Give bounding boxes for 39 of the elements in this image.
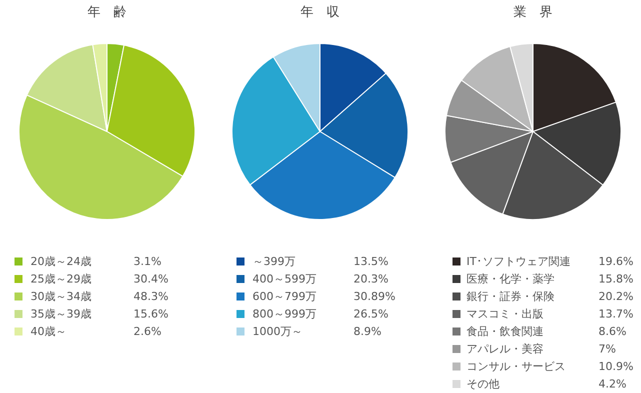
legend-label: 30歳～34歳 <box>30 290 92 303</box>
legend-label: IT･ソフトウェア関連 <box>466 255 570 268</box>
legend-label: 食品・飲食関連 <box>466 325 544 338</box>
data-label: 15.8% <box>598 272 634 286</box>
legend-label: コンサル・サービス <box>466 360 566 373</box>
legend-label: 銀行・証券・保険 <box>466 290 554 303</box>
data-label: 8.9% <box>354 325 382 338</box>
legend-label: ～399万 <box>252 255 296 268</box>
data-label: 13.5% <box>354 255 388 268</box>
data-label: 20.3% <box>354 272 388 286</box>
legend-label: 1000万～ <box>252 325 302 338</box>
legend-label: アパレル・美容 <box>466 342 544 356</box>
data-label: 4.2% <box>598 378 626 390</box>
legend-label: 600～799万 <box>252 290 316 303</box>
legend-label: その他 <box>466 378 500 390</box>
data-label: 8.6% <box>598 325 626 338</box>
data-label: 3.1% <box>134 255 162 268</box>
data-label: 7% <box>598 342 616 356</box>
legend-label: 医療・化学・薬学 <box>466 272 554 286</box>
legend-label: 40歳～ <box>30 325 66 338</box>
data-label: 2.6% <box>134 325 162 338</box>
chart-title: 業 界 <box>514 5 552 20</box>
data-label: 30.4% <box>134 272 168 286</box>
legend-label: 20歳～24歳 <box>30 255 92 268</box>
legend-label: 35歳～39歳 <box>30 308 92 320</box>
data-label: 20.2% <box>598 290 634 303</box>
data-label: 26.5% <box>354 308 388 320</box>
data-label: 13.7% <box>598 308 634 320</box>
legend-label: 400～599万 <box>252 272 316 286</box>
legend-label: 25歳～29歳 <box>30 272 92 286</box>
chart-title: 年 収 <box>300 5 340 20</box>
data-label: 30.89% <box>354 290 396 303</box>
legend-label: 800～999万 <box>252 308 316 320</box>
data-label: 48.3% <box>134 290 168 303</box>
data-label: 19.6% <box>598 255 634 268</box>
chart-title: 年 齢 <box>88 5 126 20</box>
data-label: 10.9% <box>598 360 634 373</box>
data-label: 15.6% <box>134 308 168 320</box>
legend-label: マスコミ・出版 <box>466 308 544 320</box>
